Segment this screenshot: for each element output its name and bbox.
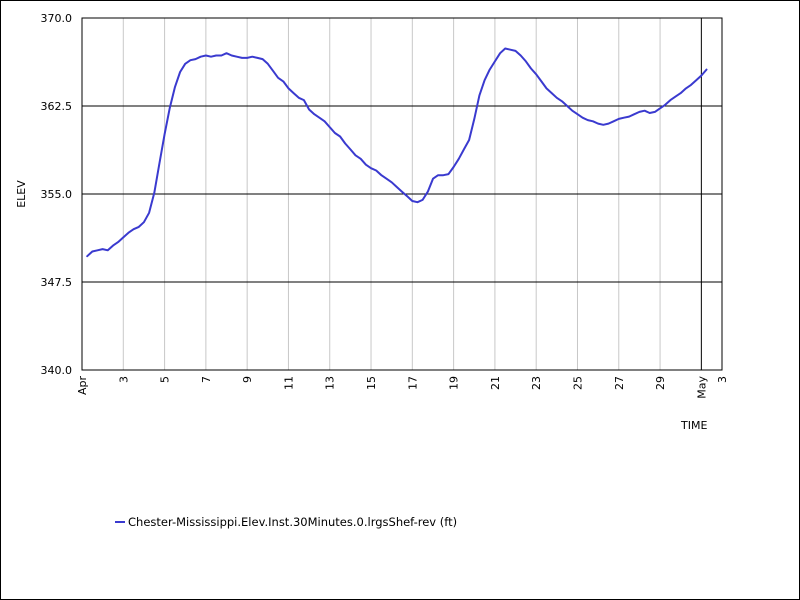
y-tick-label: 370.0 bbox=[41, 12, 73, 25]
series-line bbox=[86, 47, 708, 258]
x-tick-label: 3 bbox=[716, 376, 729, 383]
y-axis-ticks: 340.0 347.5 355.0 362.5 370.0 bbox=[41, 12, 73, 377]
x-tick-label: 15 bbox=[365, 376, 378, 390]
x-tick-label: 25 bbox=[571, 376, 584, 390]
y-tick-label: 347.5 bbox=[41, 276, 73, 289]
x-tick-label: 17 bbox=[406, 376, 419, 390]
x-tick-label: 5 bbox=[159, 376, 172, 383]
plot-area bbox=[81, 17, 723, 371]
x-tick-label: 29 bbox=[654, 376, 667, 390]
x-axis-ticks: Apr 3 5 7 9 11 13 15 17 19 21 23 25 27 29 May 3 bbox=[76, 376, 729, 399]
x-tick-label: 21 bbox=[489, 376, 502, 390]
y-tick-label: 340.0 bbox=[41, 364, 73, 377]
x-tick-label: 27 bbox=[613, 376, 626, 390]
x-tick-label: 7 bbox=[200, 376, 213, 383]
series-layer bbox=[86, 47, 708, 258]
x-tick-label: 23 bbox=[530, 376, 543, 390]
x-tick-label: 3 bbox=[117, 376, 130, 383]
x-tick-label: May bbox=[695, 376, 708, 399]
x-tick-label: 13 bbox=[324, 376, 337, 390]
legend: Chester-Mississippi.Elev.Inst.30Minutes.… bbox=[115, 515, 457, 529]
x-tick-label: 9 bbox=[241, 376, 254, 383]
horizontal-grid bbox=[82, 105, 722, 283]
legend-swatch bbox=[115, 521, 125, 523]
y-tick-label: 355.0 bbox=[41, 188, 73, 201]
x-tick-label: 11 bbox=[282, 376, 295, 390]
x-tick-label: 19 bbox=[448, 376, 461, 390]
legend-label: Chester-Mississippi.Elev.Inst.30Minutes.… bbox=[128, 515, 458, 529]
x-tick-label: Apr bbox=[76, 376, 89, 396]
y-axis-label: ELEV bbox=[15, 180, 28, 208]
x-axis-label: TIME bbox=[680, 419, 707, 432]
y-tick-label: 362.5 bbox=[41, 100, 73, 113]
